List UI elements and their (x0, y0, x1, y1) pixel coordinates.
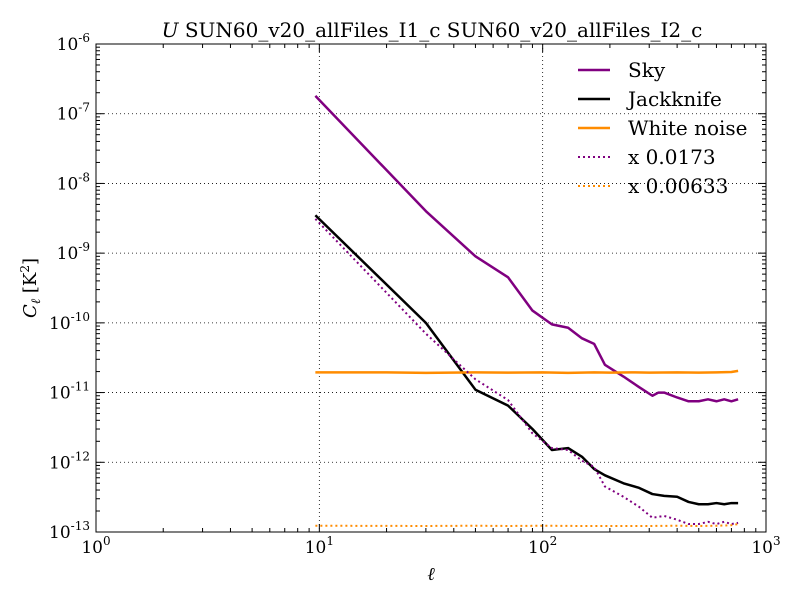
chart-title: U SUN60_v20_allFiles_I1_c SUN60_v20_allF… (162, 18, 703, 42)
series-line-sky (314, 95, 739, 403)
legend-label-sky: Sky (628, 58, 666, 82)
y-tick-label: 10-8 (57, 170, 90, 194)
chart-title-italic: U (162, 18, 180, 42)
y-axis-label-unit-sup: 2 (18, 265, 32, 273)
legend-label-jackknife: Jackknife (626, 87, 722, 111)
legend-label-x-0-0173: x 0.0173 (628, 145, 716, 169)
legend-label-white-noise: White noise (628, 116, 747, 140)
y-axis-label-unit-close: ] (20, 258, 41, 265)
chart-title-main: SUN60_v20_allFiles_I1_c SUN60_v20_allFil… (179, 18, 703, 42)
y-tick-label: 10-11 (49, 380, 90, 404)
plot-series (314, 95, 739, 527)
legend: Sky Jackknife White noise x 0.0173 x 0.00633 (578, 58, 747, 198)
y-tick-label: 10-12 (49, 449, 90, 473)
x-tick-label: 103 (751, 534, 780, 558)
y-axis-label-unit: [K (20, 272, 41, 299)
y-tick-label: 10-7 (57, 101, 90, 125)
y-axis-label-main: C (20, 304, 41, 318)
axis-ticks: 100 101 102 103 10-13 10-12 10-11 10-10 10-9 10-8… (49, 31, 781, 558)
y-tick-label: 10-6 (57, 31, 90, 55)
y-axis-label: Cℓ [K2] (18, 258, 44, 318)
x-tick-label: 100 (81, 534, 110, 558)
legend-label-x-0-00633: x 0.00633 (628, 174, 728, 198)
x-tick-label: 102 (528, 534, 557, 558)
x-axis-label: ℓ (427, 564, 435, 585)
y-tick-label: 10-13 (49, 519, 90, 543)
series-line-x-0-0173 (314, 218, 739, 526)
x-tick-label: 101 (305, 534, 334, 558)
plot-frame (95, 43, 767, 533)
series-line-white-noise (315, 369, 739, 375)
y-tick-label: 10-9 (57, 240, 90, 264)
grid (96, 44, 766, 532)
y-tick-label: 10-10 (49, 310, 90, 334)
series-line-x-0-00633 (315, 523, 739, 527)
y-axis-label-sub: ℓ (29, 298, 44, 304)
